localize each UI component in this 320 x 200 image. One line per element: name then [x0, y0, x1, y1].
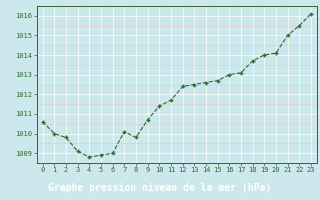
Text: Graphe pression niveau de la mer (hPa): Graphe pression niveau de la mer (hPa) [48, 183, 272, 193]
